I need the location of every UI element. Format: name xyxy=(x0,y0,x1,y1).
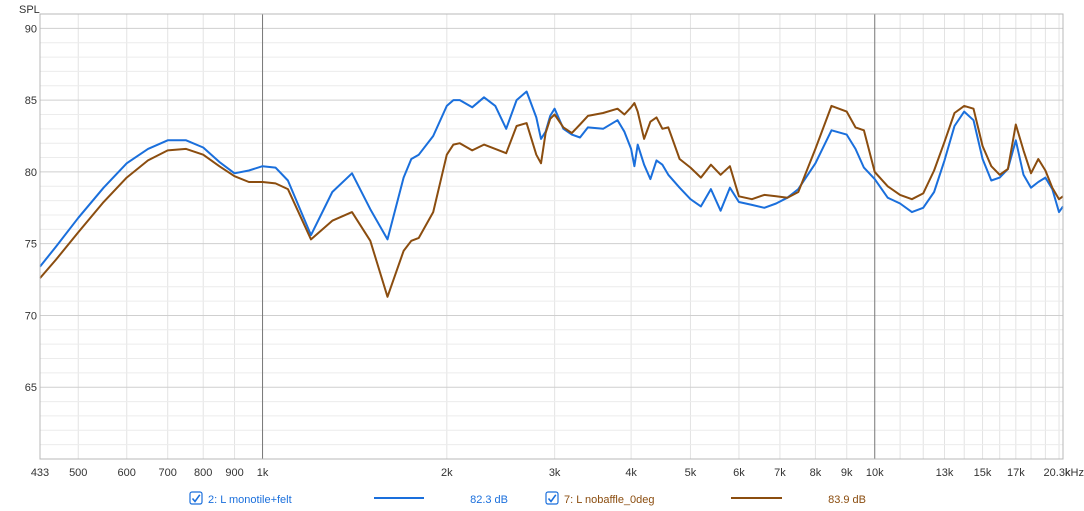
x-tick-label: 433 xyxy=(31,467,49,479)
x-tick-label: 8k xyxy=(810,467,822,479)
y-axis-title: SPL xyxy=(19,4,40,16)
x-tick-label: 10k xyxy=(866,467,884,479)
x-tick-label: 4k xyxy=(625,467,637,479)
plot-frame xyxy=(39,13,1064,460)
legend-checkbox[interactable] xyxy=(189,491,203,505)
legend: 2: L monotile+felt 82.3 dB 7: L nobaffle_0… xyxy=(189,491,866,506)
x-tick-label: 6k xyxy=(733,467,745,479)
x-tick-label: 500 xyxy=(69,467,87,479)
y-tick-label: 85 xyxy=(25,95,37,107)
x-tick-label: 17k xyxy=(1007,467,1025,479)
x-tick-label: 9k xyxy=(841,467,853,479)
legend-item-2[interactable]: 7: L nobaffle_0deg 83.9 dB xyxy=(545,491,866,506)
legend-value: 82.3 dB xyxy=(470,494,508,506)
axes: 65 70 75 80 85 90 433 500 600 700 800 900 1k 2k 3k 4k 5k… xyxy=(25,23,1071,479)
y-tick-label: 65 xyxy=(25,382,37,394)
y-tick-label: 90 xyxy=(25,23,37,35)
x-axis-unit: kHz xyxy=(1065,467,1084,479)
legend-value: 83.9 dB xyxy=(828,494,866,506)
x-tick-label: 3k xyxy=(549,467,561,479)
y-tick-label: 80 xyxy=(25,167,37,179)
y-tick-label: 70 xyxy=(25,310,37,322)
checkmark-icon xyxy=(191,494,201,503)
x-tick-label: 700 xyxy=(159,467,177,479)
x-tick-label: 13k xyxy=(936,467,954,479)
checkmark-icon xyxy=(547,494,557,503)
x-tick-label: 5k xyxy=(685,467,697,479)
legend-item-1[interactable]: 2: L monotile+felt 82.3 dB xyxy=(189,491,508,506)
grid xyxy=(40,13,1063,460)
x-tick-label: 900 xyxy=(225,467,243,479)
legend-series-name: 7: L nobaffle_0deg xyxy=(564,494,655,506)
series-line-2 xyxy=(39,102,1064,298)
x-tick-label: 15k xyxy=(974,467,992,479)
x-tick-label: 7k xyxy=(774,467,786,479)
x-tick-label: 2k xyxy=(441,467,453,479)
plot-area xyxy=(39,90,1064,298)
series-line-1 xyxy=(39,90,1064,268)
x-tick-label: 1k xyxy=(257,467,269,479)
x-tick-label: 800 xyxy=(194,467,212,479)
x-tick-label: 600 xyxy=(118,467,136,479)
legend-series-name: 2: L monotile+felt xyxy=(208,494,292,506)
legend-checkbox[interactable] xyxy=(545,491,559,505)
y-tick-label: 75 xyxy=(25,239,37,251)
x-tick-label: 20.3k xyxy=(1044,467,1071,479)
